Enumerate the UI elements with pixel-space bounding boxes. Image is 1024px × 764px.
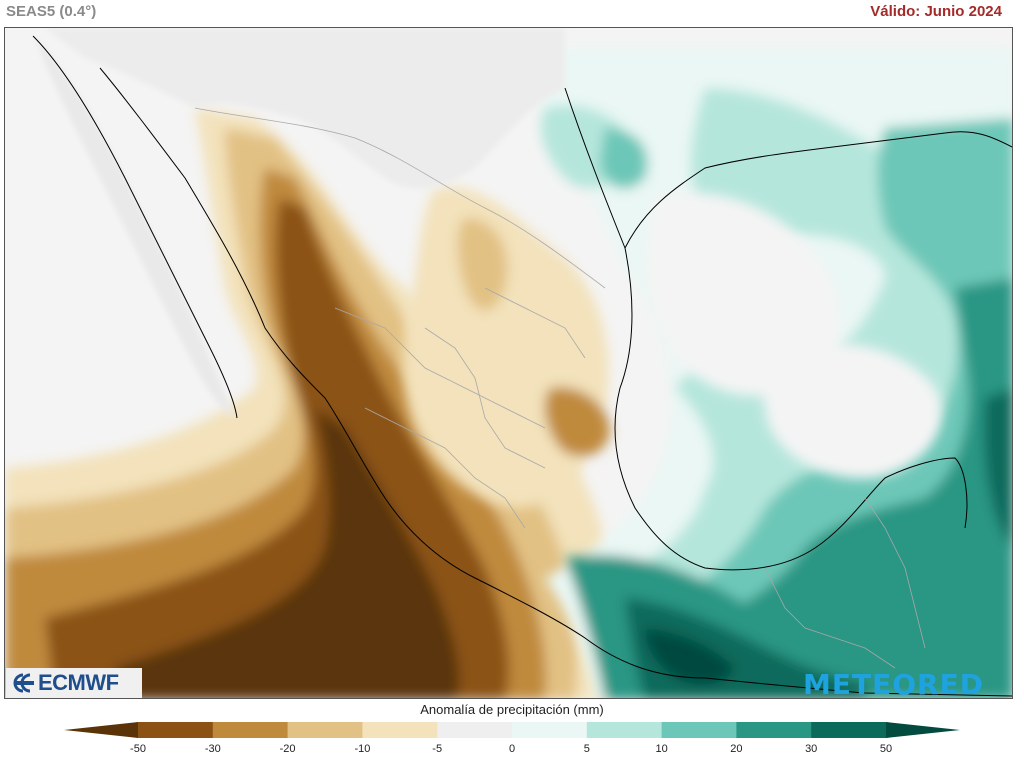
scale-segment [586,722,663,738]
ecmwf-logo: ECMWF [6,668,142,698]
scale-tick-label: -20 [279,743,296,755]
scale-tick-label: 10 [655,743,668,755]
scale-segment [212,722,289,738]
scale-segment [138,722,214,738]
scale-tick-label: -50 [130,743,146,755]
ecmwf-logo-text: ECMWF [38,670,119,695]
scale-tick-label: 20 [730,743,743,755]
legend-title: Anomalía de precipitación (mm) [420,702,604,717]
meteored-logo: METEORED [803,668,984,701]
usa-neutral-area [45,28,565,189]
scale-tick-label: 5 [583,743,590,755]
scale-segment [437,722,513,738]
scale-tick-label: 0 [508,743,516,755]
scale-arrow-left [64,722,138,738]
scale-tick-label: -10 [354,743,371,755]
coastlines [32,35,1012,697]
scale-segment [811,722,887,738]
precipitation-anomaly-map [4,27,1013,699]
scale-segment [661,722,737,738]
scale-segment [512,722,588,738]
scale-segment [287,722,363,738]
central-mexico-dry [403,186,610,509]
color-scale-bar [64,720,960,745]
scale-segment [736,722,812,738]
political-borders [194,107,926,669]
gulf-neutral-area [646,192,942,479]
color-scale-ticks: -50 -30 -20 -10 -5 0 5 10 20 30 50 [0,743,1024,757]
model-label: SEAS5 (0.4°) [6,3,97,20]
scale-tick-label: 50 [879,743,893,755]
scale-tick-label: -30 [204,743,221,755]
scale-segment [362,722,438,738]
ecmwf-mark-icon [10,672,36,694]
baja-california [35,38,235,418]
scale-tick-label: -5 [432,743,443,755]
scale-tick-label: 30 [805,743,818,755]
dry-anomaly-field [5,108,613,698]
valid-date-label: Válido: Junio 2024 [870,3,1002,20]
scale-arrow-right [886,722,960,738]
